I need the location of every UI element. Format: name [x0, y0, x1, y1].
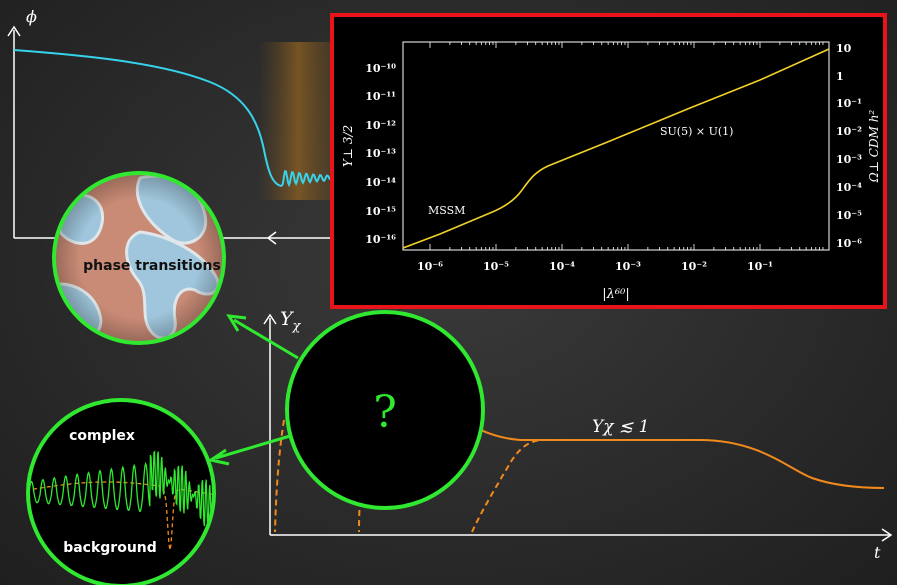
y-right-tick: 10⁻³	[836, 153, 862, 166]
y-left-tick: 10⁻¹³	[365, 147, 396, 160]
phase-transitions-bubble[interactable]: phase transitions	[46, 170, 230, 350]
phi-label: ϕ	[26, 7, 37, 26]
inset-y-right-label: Ω⊥ CDM h²	[867, 110, 881, 184]
phi-axis-arrow-icon	[7, 25, 21, 37]
inset-plot: 10⁻¹⁰ 10⁻¹¹ 10⁻¹² 10⁻¹³ 10⁻¹⁴ 10⁻¹⁵ 10⁻¹…	[330, 13, 887, 309]
time-axis-arrow-icon	[881, 528, 893, 542]
y-left-tick: 10⁻¹²	[365, 119, 396, 132]
inset-y-left-label: Y⊥ 3/2	[341, 125, 355, 167]
inflaton-curve	[13, 49, 283, 187]
inset-y-right-ticks: 10 1 10⁻¹ 10⁻² 10⁻³ 10⁻⁴ 10⁻⁵ 10⁻⁶	[836, 42, 862, 250]
abundance-curve	[459, 419, 885, 489]
y-left-tick: 10⁻¹¹	[365, 90, 396, 103]
question-bubble[interactable]: ?	[285, 310, 485, 510]
arrow-to-phase	[233, 318, 299, 360]
inset-x-ticks: 10⁻⁶ 10⁻⁵ 10⁻⁴ 10⁻³ 10⁻² 10⁻¹	[417, 260, 773, 273]
complex-bubble-ring	[26, 398, 216, 585]
y-right-tick: 10⁻¹	[836, 97, 862, 110]
complex-bubble-fill	[28, 400, 214, 585]
x-tick: 10⁻⁵	[483, 260, 509, 273]
time-arrow-left-icon	[266, 231, 277, 245]
question-mark: ?	[373, 387, 397, 438]
relic-abundance-curve	[402, 48, 830, 249]
phase-transitions-label: phase transitions	[83, 258, 221, 274]
arrow-to-complex-head-icon	[207, 448, 230, 466]
inset-x-label: |λ⁶⁰|	[602, 287, 629, 302]
inset-frame	[330, 13, 887, 309]
background-curve	[28, 481, 214, 551]
x-tick: 10⁻⁴	[549, 260, 575, 273]
complex-curve	[28, 450, 214, 529]
y-left-tick: 10⁻¹⁴	[365, 176, 396, 189]
x-tick: 10⁻²	[681, 260, 707, 273]
y-right-tick: 10⁻⁵	[836, 209, 862, 222]
abundance-branch-1	[274, 419, 285, 533]
su5-label: SU(5) × U(1)	[660, 125, 733, 138]
x-tick: 10⁻³	[615, 260, 641, 273]
connector-arrows	[207, 314, 299, 466]
background-label: background	[63, 540, 157, 556]
y-chi-label: Yχ	[280, 308, 302, 334]
x-tick: 10⁻¹	[747, 260, 773, 273]
complex-label: complex	[69, 428, 135, 444]
inset-axes-box	[402, 41, 830, 251]
y-right-tick: 10⁻⁴	[836, 181, 862, 194]
y-left-tick: 10⁻¹⁵	[365, 205, 396, 218]
inset-y-left-ticks: 10⁻¹⁰ 10⁻¹¹ 10⁻¹² 10⁻¹³ 10⁻¹⁴ 10⁻¹⁵ 10⁻¹…	[365, 62, 396, 246]
question-bubble-ring	[285, 310, 485, 510]
bottom-plot: Yχ t Yχ ≲ 1	[263, 308, 893, 562]
inflaton-oscillation	[281, 170, 331, 188]
phase-bubble-ring	[52, 171, 226, 345]
mssm-label: MSSM	[428, 204, 465, 217]
y-left-tick: 10⁻¹⁰	[365, 62, 396, 75]
t-label: t	[874, 543, 881, 562]
y-right-tick: 10⁻⁶	[836, 237, 862, 250]
y-right-tick: 1	[836, 70, 844, 83]
y-right-tick: 10⁻²	[836, 125, 862, 138]
x-tick: 10⁻⁶	[417, 260, 443, 273]
y-chi-axis-arrow-icon	[263, 313, 277, 325]
arrow-to-complex	[215, 434, 291, 460]
inset-minor-ticks	[429, 42, 824, 250]
complex-background-bubble[interactable]: complex background	[26, 398, 216, 585]
y-chi-annotation: Yχ ≲ 1	[592, 417, 649, 437]
arrow-to-phase-head-icon	[226, 314, 247, 332]
y-left-tick: 10⁻¹⁶	[365, 233, 396, 246]
abundance-branch-3	[471, 439, 541, 533]
y-right-tick: 10	[836, 42, 852, 55]
